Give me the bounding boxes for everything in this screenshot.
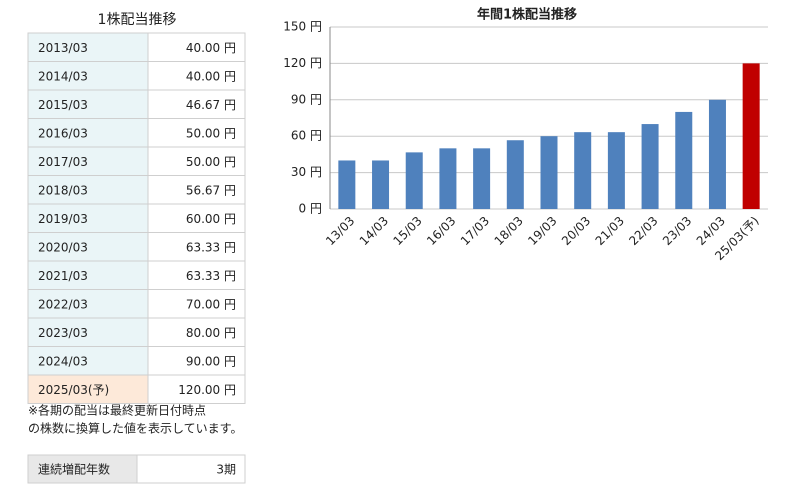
table-cell	[27, 260, 149, 290]
dividend: 56.67 円	[186, 183, 236, 197]
chart-title: 年間1株配当推移	[477, 7, 577, 23]
period: 2021/03	[38, 269, 88, 283]
table-cell	[27, 32, 149, 62]
period: 2018/03	[38, 183, 88, 197]
table-cell	[147, 317, 246, 347]
x-tick-label: 19/03	[525, 214, 559, 248]
y-tick-label: 120 円	[283, 56, 322, 70]
dividend: 40.00 円	[186, 69, 236, 83]
y-tick-label: 0 円	[299, 202, 322, 216]
x-tick-label: 23/03	[660, 214, 694, 248]
x-tick-label: 14/03	[357, 214, 391, 248]
y-tick-label: 150 円	[283, 20, 322, 34]
note: の株数に換算した値を表示しています。	[28, 421, 242, 436]
table-title: 1株配当推移	[98, 12, 177, 28]
dividend: 50.00 円	[186, 155, 236, 169]
dividend: 63.33 円	[186, 269, 236, 283]
period: 2022/03	[38, 297, 88, 311]
table-cell	[147, 61, 246, 91]
x-tick-label: 15/03	[390, 214, 424, 248]
bar	[540, 136, 558, 209]
y-tick-label: 60 円	[291, 129, 322, 143]
period: 2023/03	[38, 326, 88, 340]
y-tick-label: 90 円	[291, 92, 322, 106]
table-cell	[147, 89, 246, 119]
note: ※各期の配当は最終更新日付時点	[28, 403, 206, 418]
table-cell	[147, 374, 246, 404]
summary-cell	[27, 454, 138, 484]
dividend: 50.00 円	[186, 126, 236, 140]
x-tick-label: 13/03	[323, 214, 357, 248]
dividend: 120.00 円	[178, 383, 236, 397]
bar	[338, 160, 356, 209]
summary-cell	[136, 454, 246, 484]
dividend: 46.67 円	[186, 98, 236, 112]
dividend: 70.00 円	[186, 297, 236, 311]
table-cell	[147, 175, 246, 205]
x-tick-label: 17/03	[458, 214, 492, 248]
x-tick-label: 18/03	[492, 214, 526, 248]
period: 2013/03	[38, 41, 88, 55]
x-tick-label: 22/03	[626, 214, 660, 248]
y-tick-label: 30 円	[291, 165, 322, 179]
bar	[405, 152, 423, 209]
dividend: 90.00 円	[186, 354, 236, 368]
table-cell	[147, 203, 246, 233]
table-cell	[27, 317, 149, 347]
table-cell	[27, 346, 149, 376]
table-cell	[147, 32, 246, 62]
bar	[675, 111, 693, 209]
period: 2014/03	[38, 69, 88, 83]
table-cell	[147, 232, 246, 262]
period: 2024/03	[38, 354, 88, 368]
table-cell	[147, 289, 246, 319]
table-cell	[147, 346, 246, 376]
bar	[473, 148, 491, 209]
bar	[439, 148, 457, 209]
summary-value: 3期	[216, 463, 236, 477]
table-cell	[27, 61, 149, 91]
dividend: 63.33 円	[186, 240, 236, 254]
dividend: 40.00 円	[186, 41, 236, 55]
x-tick-label: 16/03	[424, 214, 458, 248]
summary-label: 連続増配年数	[38, 462, 110, 477]
bar	[641, 124, 659, 209]
table-cell	[147, 260, 246, 290]
bar	[372, 160, 390, 209]
x-tick-label: 20/03	[559, 214, 593, 248]
bar	[607, 132, 625, 209]
period: 2017/03	[38, 155, 88, 169]
x-tick-label: 21/03	[593, 214, 627, 248]
bar	[574, 132, 592, 209]
table-cell	[27, 289, 149, 319]
period: 2019/03	[38, 212, 88, 226]
bar	[708, 99, 726, 209]
table-cell	[147, 146, 246, 176]
dividend: 80.00 円	[186, 326, 236, 340]
period: 2025/03(予)	[38, 383, 109, 397]
period: 2020/03	[38, 240, 88, 254]
table-cell	[27, 374, 149, 404]
table-cell	[147, 118, 246, 148]
period: 2016/03	[38, 126, 88, 140]
period: 2015/03	[38, 98, 88, 112]
bar	[742, 63, 760, 210]
dividend: 60.00 円	[186, 212, 236, 226]
bar	[506, 140, 524, 209]
